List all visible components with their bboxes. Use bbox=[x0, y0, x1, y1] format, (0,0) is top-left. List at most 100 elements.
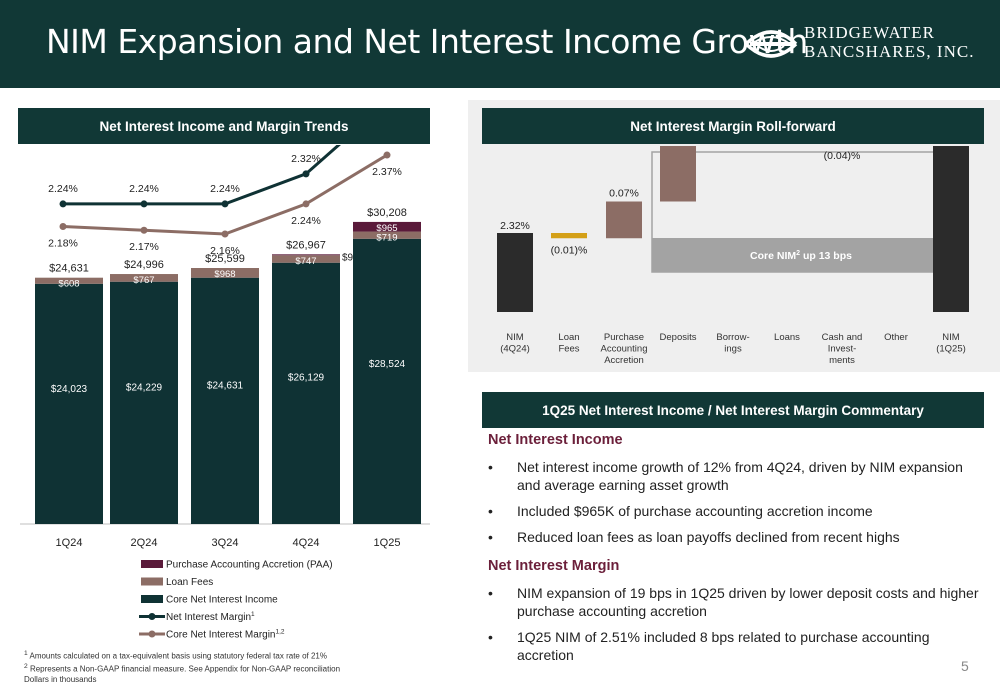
waterfall-value-label: 0.07% bbox=[609, 188, 639, 200]
total-label: $26,967 bbox=[286, 239, 326, 251]
logo-text-line1: BRIDGEWATER bbox=[804, 23, 935, 42]
legend-line-marker bbox=[148, 630, 156, 638]
nim-bullet: NIM expansion of 19 bps in 1Q25 driven b… bbox=[488, 584, 988, 620]
nim-line bbox=[63, 145, 341, 206]
core-nim-point-label: 2.18% bbox=[48, 237, 78, 249]
paa-label: $91 bbox=[342, 252, 359, 263]
nim-bullet-list: NIM expansion of 19 bps in 1Q25 driven b… bbox=[488, 584, 988, 664]
footnote-1: 1 Amounts calculated on a tax-equivalent… bbox=[24, 650, 327, 661]
category-tick-label: 2Q24 bbox=[131, 537, 158, 549]
bar-core-nii bbox=[35, 283, 103, 524]
waterfall-category-label: Loans bbox=[774, 332, 800, 343]
bar-core-nii bbox=[110, 281, 178, 524]
loan-fee-label: $747 bbox=[295, 256, 316, 267]
total-label: $24,996 bbox=[124, 259, 164, 271]
core-value-label: $24,229 bbox=[126, 383, 163, 394]
waterfall-value-label: (0.04)% bbox=[824, 150, 861, 162]
legend-label: Net Interest Margin1 bbox=[166, 611, 255, 623]
bar-loan-fees bbox=[110, 274, 178, 282]
core-nim-label: Core NIM2 up 13 bps bbox=[750, 250, 852, 262]
waterfall-bar bbox=[606, 201, 642, 239]
nim-heading: Net Interest Margin bbox=[488, 558, 620, 574]
waterfall-category-label: Purchase bbox=[604, 332, 644, 343]
core-nim-point bbox=[221, 230, 229, 238]
waterfall-category-label: Borrow- bbox=[716, 332, 749, 343]
nim-point-label: 2.32% bbox=[291, 153, 321, 165]
waterfall-bar bbox=[933, 146, 969, 312]
legend-label: Purchase Accounting Accretion (PAA) bbox=[166, 560, 333, 571]
category-tick-label: 1Q25 bbox=[374, 537, 401, 549]
footnote-1-text: Amounts calculated on a tax-equivalent b… bbox=[29, 651, 327, 661]
category-tick-label: 1Q24 bbox=[56, 537, 83, 549]
waterfall-bar bbox=[497, 233, 533, 312]
loan-fee-label: $608 bbox=[58, 279, 79, 290]
nim-point bbox=[59, 200, 67, 208]
total-label: $24,631 bbox=[49, 263, 89, 275]
nii-heading: Net Interest Income bbox=[488, 432, 623, 448]
bar-loan-fees bbox=[35, 277, 103, 284]
loan-fee-label: $719 bbox=[376, 233, 397, 244]
legend-superscript: 1,2 bbox=[276, 629, 285, 636]
core-value-label: $24,631 bbox=[207, 381, 244, 392]
bar-core-nii bbox=[191, 277, 259, 524]
core-nim-point bbox=[59, 222, 67, 230]
nim-bullet: 1Q25 NIM of 2.51% included 8 bps related… bbox=[488, 628, 988, 664]
core-nim-point bbox=[383, 151, 391, 159]
bar-core-nii bbox=[272, 262, 340, 524]
bar-core-nii bbox=[353, 238, 421, 524]
header-bar: NIM Expansion and Net Interest Income Gr… bbox=[0, 0, 1000, 88]
total-label: $30,208 bbox=[367, 207, 407, 219]
page-number: 5 bbox=[961, 658, 969, 674]
nim-point bbox=[221, 200, 229, 208]
bar-loan-fees bbox=[191, 268, 259, 278]
legend-swatch bbox=[141, 595, 163, 603]
legend-swatch bbox=[141, 560, 163, 568]
waterfall-bar bbox=[551, 233, 587, 239]
page-title: NIM Expansion and Net Interest Income Gr… bbox=[46, 22, 808, 61]
nim-rollforward-chart: Core NIM2 up 13 bps2.32%NIM(4Q24)(0.01)%… bbox=[497, 146, 969, 366]
footnote-2-text: Represents a Non-GAAP financial measure.… bbox=[29, 664, 341, 674]
waterfall-bar bbox=[660, 146, 696, 202]
bridge-logo-icon bbox=[744, 30, 798, 58]
nim-chart-title: Net Interest Margin Roll-forward bbox=[482, 108, 984, 144]
core-nim-point bbox=[140, 226, 148, 234]
waterfall-category-label: Fees bbox=[558, 344, 579, 355]
loan-fee-label: $767 bbox=[133, 275, 154, 286]
legend-label: Loan Fees bbox=[166, 577, 213, 588]
core-nim-point-label: 2.17% bbox=[129, 241, 159, 253]
legend-swatch bbox=[141, 577, 163, 586]
footnote-3: Dollars in thousands bbox=[24, 675, 97, 685]
waterfall-category-label: (4Q24) bbox=[500, 344, 530, 355]
core-value-label: $28,524 bbox=[369, 359, 406, 370]
waterfall-category-label: Loan bbox=[558, 332, 579, 343]
footnote-2: 2 Represents a Non-GAAP financial measur… bbox=[24, 663, 341, 674]
nii-bullet-list: Net interest income growth of 12% from 4… bbox=[488, 458, 988, 546]
nim-point-label: 2.24% bbox=[48, 183, 78, 195]
commentary-section: Net Interest Income Net interest income … bbox=[488, 432, 988, 672]
waterfall-category-label: ments bbox=[829, 355, 855, 366]
category-tick-label: 3Q24 bbox=[212, 537, 239, 549]
waterfall-category-label: Other bbox=[884, 332, 908, 343]
legend-line-marker bbox=[148, 613, 156, 620]
footnotes: 1 Amounts calculated on a tax-equivalent… bbox=[24, 649, 340, 686]
legend-superscript: 1 bbox=[251, 611, 255, 618]
nii-chart: $24,023 $608 $24,631 1Q24 $24,229 $767 $24,996… bbox=[20, 145, 430, 641]
nim-point bbox=[302, 170, 310, 178]
logo-text-line2: BANCSHARES, INC. bbox=[804, 42, 975, 61]
loan-fee-label: $968 bbox=[214, 269, 235, 280]
core-nim-point bbox=[302, 200, 310, 208]
legend-label: Core Net Interest Margin1,2 bbox=[166, 629, 285, 641]
core-nim-point-label: 2.24% bbox=[291, 215, 321, 227]
nim-point-label: 2.24% bbox=[210, 183, 240, 195]
core-value-label: $24,023 bbox=[51, 384, 88, 395]
waterfall-category-label: ings bbox=[724, 344, 742, 355]
waterfall-category-label: Invest- bbox=[828, 344, 857, 355]
waterfall-value-label: (0.01)% bbox=[551, 244, 588, 256]
nii-chart-title: Net Interest Income and Margin Trends bbox=[18, 108, 430, 144]
commentary-title: 1Q25 Net Interest Income / Net Interest … bbox=[482, 392, 984, 428]
bar-paa bbox=[272, 254, 340, 256]
core-nim-point-label: 2.37% bbox=[372, 166, 402, 178]
company-logo: BRIDGEWATER BANCSHARES, INC. bbox=[744, 22, 973, 66]
core-nim-suffix: up 13 bps bbox=[800, 250, 852, 262]
bar-loan-fees bbox=[272, 255, 340, 263]
